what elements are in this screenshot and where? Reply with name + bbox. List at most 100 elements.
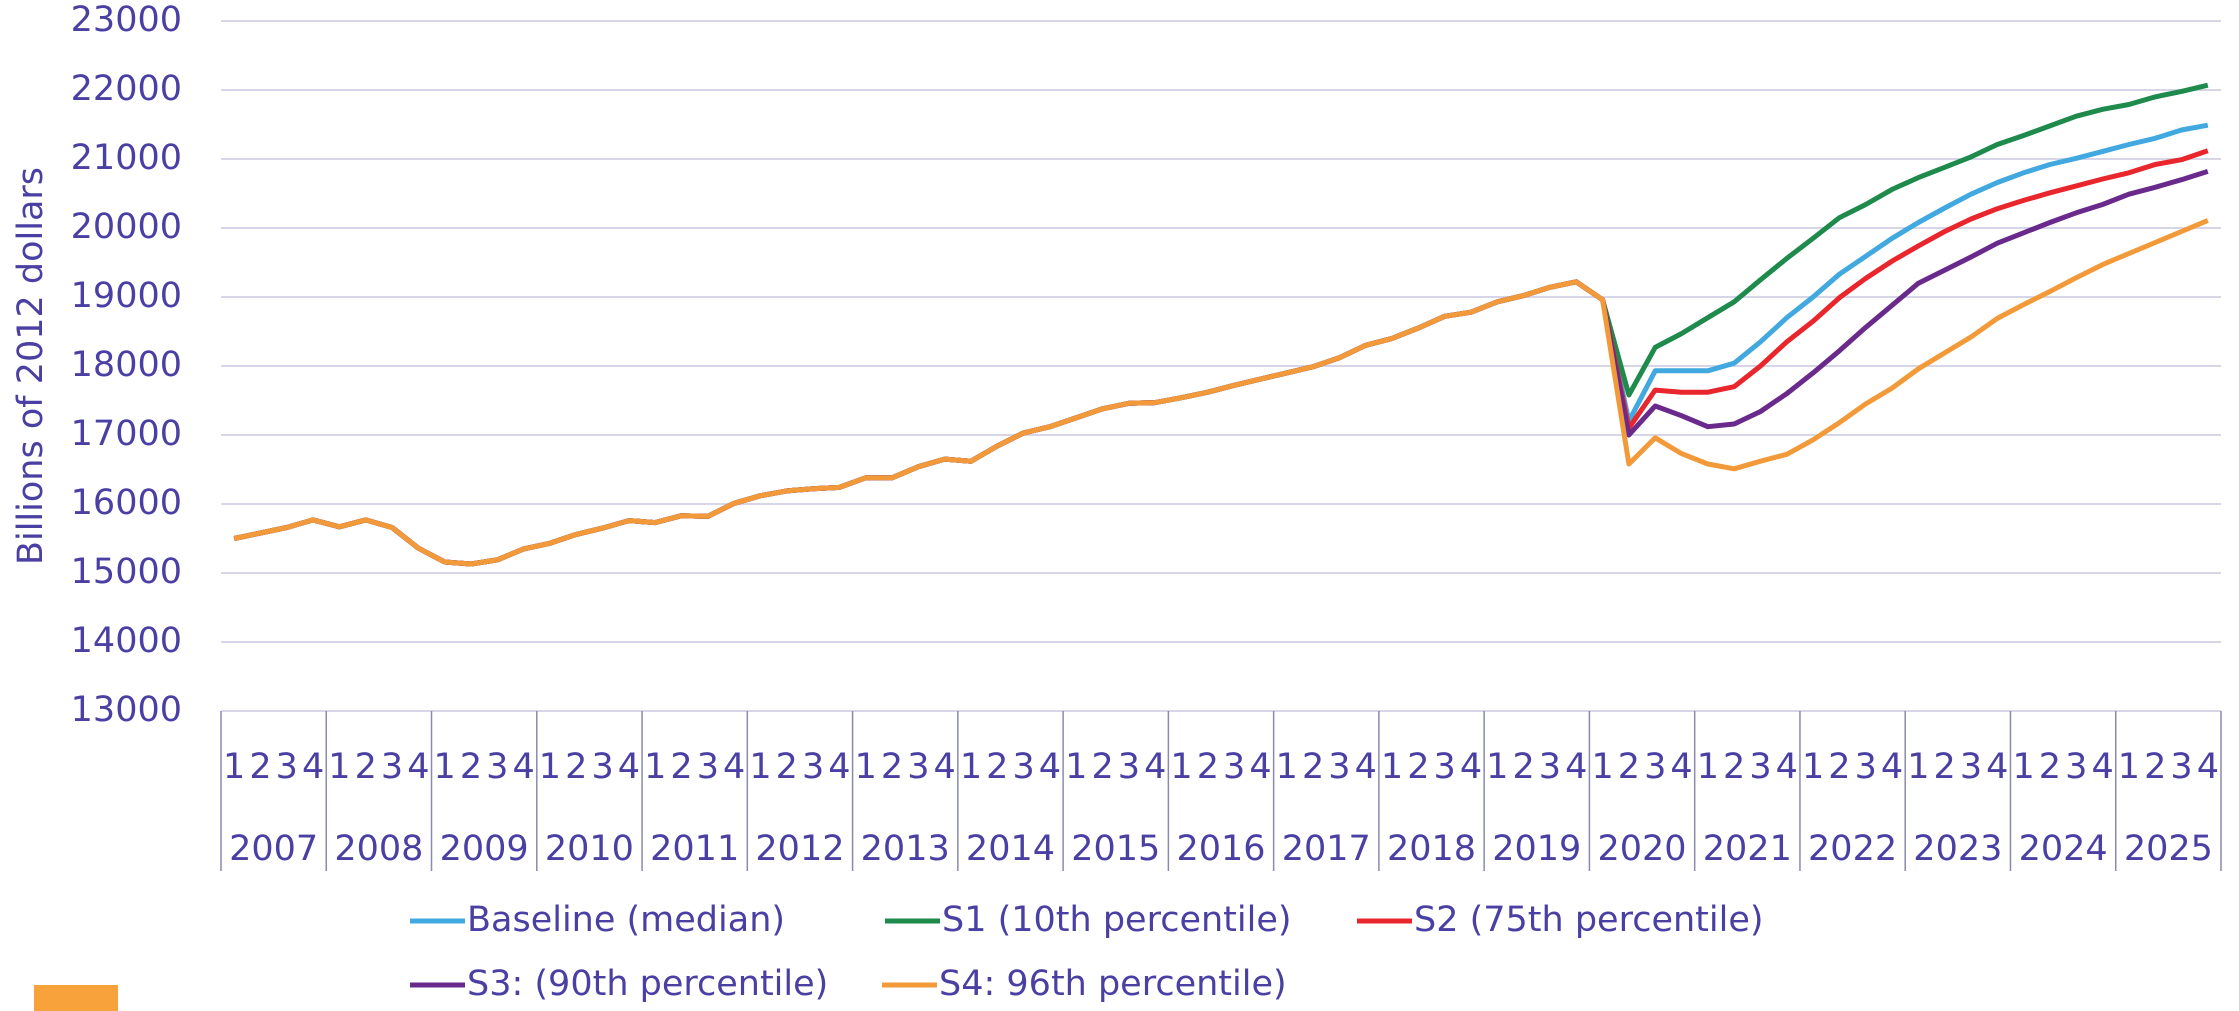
- x-tick-label: 4: [2091, 747, 2113, 787]
- year-label: 2016: [1176, 829, 1265, 869]
- x-tick-label: 1: [539, 747, 561, 787]
- x-tick-label: 3: [802, 747, 824, 787]
- x-tick-label: 4: [1776, 747, 1798, 787]
- x-tick-label: 2: [1197, 747, 1219, 787]
- y-tick-label: 13000: [71, 690, 182, 730]
- x-tick-label: 1: [1170, 747, 1192, 787]
- x-tick-label: 4: [828, 747, 850, 787]
- x-tick-label: 3: [1855, 747, 1877, 787]
- year-label: 2021: [1703, 829, 1792, 869]
- year-label: 2017: [1282, 829, 1371, 869]
- x-tick-label: 3: [1749, 747, 1771, 787]
- year-label: 2008: [334, 829, 423, 869]
- x-tick-label: 3: [1223, 747, 1245, 787]
- x-tick-label: 4: [2197, 747, 2219, 787]
- x-tick-label: 3: [1434, 747, 1456, 787]
- x-tick-label: 4: [1355, 747, 1377, 787]
- x-tick-label: 1: [855, 747, 877, 787]
- x-tick-label: 2: [355, 747, 377, 787]
- year-label: 2012: [755, 829, 844, 869]
- x-tick-label: 3: [2170, 747, 2192, 787]
- x-tick-label: 3: [486, 747, 508, 787]
- x-tick-label: 3: [697, 747, 719, 787]
- x-tick-label: 2: [1828, 747, 1850, 787]
- x-tick-label: 1: [644, 747, 666, 787]
- series-line: [234, 85, 2208, 564]
- year-label: 2023: [1913, 829, 2002, 869]
- x-tick-label: 3: [1118, 747, 1140, 787]
- x-tick-label: 1: [2118, 747, 2140, 787]
- series-line: [234, 220, 2208, 564]
- x-tick-label: 4: [1986, 747, 2008, 787]
- x-tick-label: 2: [2039, 747, 2061, 787]
- logo-fragment: [34, 985, 118, 1011]
- year-label: 2015: [1071, 829, 1160, 869]
- x-tick-label: 1: [1276, 747, 1298, 787]
- x-tick-label: 1: [223, 747, 245, 787]
- series-line: [234, 151, 2208, 564]
- year-label: 2009: [440, 829, 529, 869]
- x-tick-label: 1: [1907, 747, 1929, 787]
- y-tick-label: 19000: [71, 276, 182, 316]
- x-tick-label: 2: [1091, 747, 1113, 787]
- year-label: 2019: [1492, 829, 1581, 869]
- x-tick-label: 4: [407, 747, 429, 787]
- y-axis-label: Billions of 2012 dollars: [11, 167, 51, 565]
- x-tick-label: 2: [986, 747, 1008, 787]
- x-tick-label: 1: [749, 747, 771, 787]
- x-tick-label: 3: [1644, 747, 1666, 787]
- x-tick-label: 2: [1723, 747, 1745, 787]
- x-tick-label: 3: [591, 747, 613, 787]
- chart: Billions of 2012 dollars 13000 14000 15000…: [0, 0, 2239, 1011]
- x-tick-label: 3: [381, 747, 403, 787]
- x-tick-label: 1: [960, 747, 982, 787]
- year-label: 2020: [1598, 829, 1687, 869]
- x-tick-label: 2: [1618, 747, 1640, 787]
- y-tick-label: 17000: [71, 414, 182, 454]
- y-tick-label: 22000: [71, 69, 182, 109]
- x-tick-label: 3: [1328, 747, 1350, 787]
- x-tick-label: 3: [907, 747, 929, 787]
- x-tick-label: 1: [1591, 747, 1613, 787]
- year-label: 2022: [1808, 829, 1897, 869]
- x-tick-label: 2: [1407, 747, 1429, 787]
- x-tick-label: 4: [618, 747, 640, 787]
- y-tick-label: 15000: [71, 552, 182, 592]
- x-tick-label: 2: [249, 747, 271, 787]
- x-tick-label: 2: [2144, 747, 2166, 787]
- legend-label: S2 (75th percentile): [1414, 900, 1764, 940]
- legend-label: S3: (90th percentile): [467, 964, 828, 1004]
- x-tick-label: 2: [776, 747, 798, 787]
- x-tick-label: 2: [670, 747, 692, 787]
- year-label: 2024: [2019, 829, 2108, 869]
- legend-label: Baseline (median): [467, 900, 785, 940]
- x-tick-label: 3: [1960, 747, 1982, 787]
- x-tick-label: 3: [1012, 747, 1034, 787]
- y-tick-label: 14000: [71, 621, 182, 661]
- x-tick-label: 1: [1065, 747, 1087, 787]
- x-tick-label: 4: [512, 747, 534, 787]
- x-tick-label: 1: [1486, 747, 1508, 787]
- year-label: 2007: [229, 829, 318, 869]
- x-tick-label: 4: [1670, 747, 1692, 787]
- year-label: 2010: [545, 829, 634, 869]
- x-tick-label: 1: [328, 747, 350, 787]
- x-tick-label: 4: [1249, 747, 1271, 787]
- series-line: [234, 171, 2208, 564]
- x-tick-label: 2: [881, 747, 903, 787]
- legend-label: S4: 96th percentile): [939, 964, 1287, 1004]
- x-tick-label: 2: [1934, 747, 1956, 787]
- x-tick-label: 4: [1039, 747, 1061, 787]
- x-tick-label: 1: [1697, 747, 1719, 787]
- y-tick-label: 21000: [71, 138, 182, 178]
- year-label: 2025: [2124, 829, 2213, 869]
- y-tick-label: 16000: [71, 483, 182, 523]
- x-tick-label: 4: [302, 747, 324, 787]
- x-tick-label: 1: [1802, 747, 1824, 787]
- year-label: 2011: [650, 829, 739, 869]
- x-tick-label: 3: [2065, 747, 2087, 787]
- year-label: 2014: [966, 829, 1055, 869]
- x-tick-label: 2: [460, 747, 482, 787]
- year-label: 2018: [1387, 829, 1476, 869]
- year-label: 2013: [861, 829, 950, 869]
